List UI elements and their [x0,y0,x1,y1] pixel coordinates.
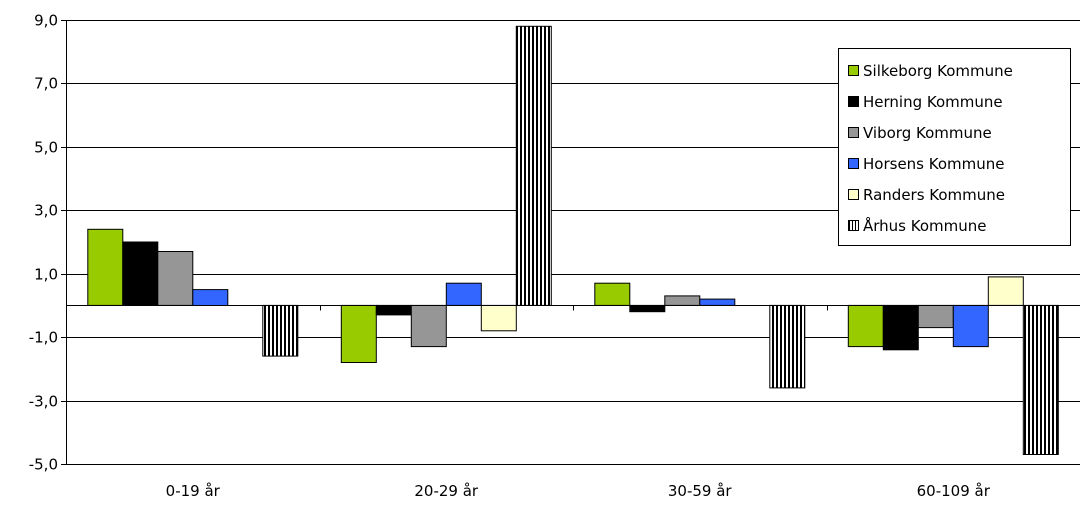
x-tick-label: 0-19 år [166,482,221,500]
bar [157,251,194,306]
legend-label: Herning Kommune [863,93,1003,111]
x-tick-labels: 0-19 år 20-29 år 30-59 år 60-109 år [166,482,991,500]
legend-item: Silkeborg Kommune [848,61,1013,81]
legend-item: Herning Kommune [848,92,1003,112]
bar [952,304,989,348]
legend-swatch [848,219,859,231]
gridlines [61,20,1080,465]
legend-label: Viborg Kommune [863,124,992,142]
legend-item: Århus Kommune [848,216,987,236]
legend-swatch [848,157,859,169]
bar [192,289,229,307]
y-tick-label: 7,0 [34,75,58,93]
bar [629,304,666,313]
y-tick-label: 9,0 [34,12,58,30]
y-tick-labels: 9,0 7,0 5,0 3,0 1,0 -1,0 -3,0 -5,0 [29,12,58,474]
bar [480,304,517,332]
bar [594,282,631,306]
bar [515,25,552,306]
legend-swatch [848,64,859,76]
legend-swatch [848,126,859,138]
legend-label: Horsens Kommune [863,155,1005,173]
y-tick-label: -5,0 [29,456,58,474]
bar [375,304,412,316]
y-tick-label: 1,0 [34,266,58,284]
bar [87,228,124,306]
bar [122,241,159,306]
x-tick-label: 20-29 år [414,482,479,500]
legend-swatch [848,188,859,200]
legend-swatch [848,95,859,107]
bar [987,276,1024,306]
axes [66,20,1080,464]
y-tick-label: -3,0 [29,393,58,411]
bar [664,295,701,306]
legend-item: Randers Kommune [848,185,1005,205]
legend-label: Randers Kommune [863,186,1006,204]
bar [699,298,736,306]
bar [917,304,954,329]
legend-item: Horsens Kommune [848,154,1005,174]
bar [340,304,377,363]
bar [1022,304,1059,455]
legend-item: Viborg Kommune [848,123,992,143]
bar [410,304,447,348]
y-tick-label: 5,0 [34,139,58,157]
bars [87,25,1059,455]
bar [769,304,806,389]
x-tick-label: 60-109 år [917,482,991,500]
y-tick-label: 3,0 [34,202,58,220]
legend: Silkeborg Kommune Herning Kommune Viborg K… [838,48,1071,246]
bar [262,304,299,357]
bar [882,304,919,351]
x-tick-label: 30-59 år [668,482,733,500]
bar [445,282,482,306]
bar [847,304,884,348]
legend-label: Silkeborg Kommune [863,62,1013,80]
legend-label: Århus Kommune [863,217,987,235]
y-tick-label: -1,0 [29,329,58,347]
